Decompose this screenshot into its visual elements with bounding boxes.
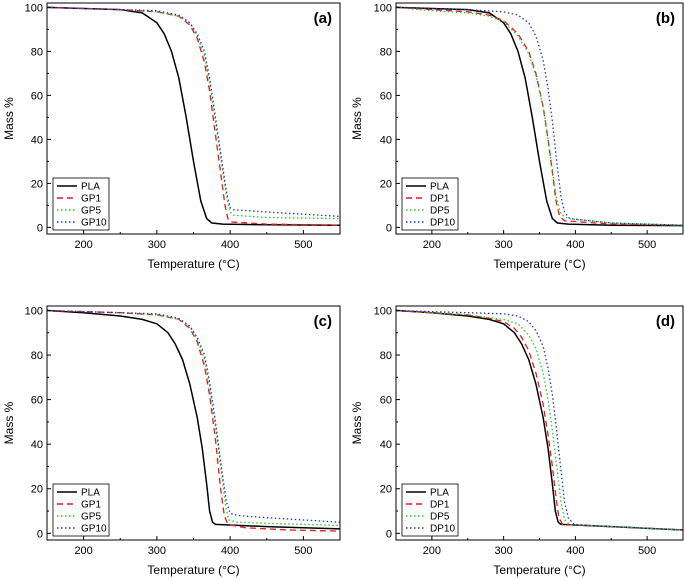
y-axis-title: Mass % [2, 401, 16, 444]
legend-entry-gp5: GP5 [81, 206, 101, 217]
x-tick-label: 500 [638, 545, 656, 557]
y-tick-label: 60 [31, 395, 43, 407]
x-tick-label: 300 [148, 545, 166, 557]
y-axis-title: Mass % [350, 401, 364, 444]
y-tick-label: 100 [374, 2, 392, 14]
legend-entry-gp5: GP5 [81, 512, 101, 523]
y-tick-label: 40 [31, 134, 43, 146]
legend-entry-gp10: GP10 [81, 524, 107, 535]
y-tick-label: 60 [380, 90, 392, 102]
series-line-gp10 [47, 309, 340, 523]
panel-a: 200 300 400 500 0 20 40 60 80 100 Temperature (°C)… [2, 2, 341, 271]
x-axis-title: Temperature (°C) [147, 563, 239, 577]
panel-b: 200 300 400 500 0 20 40 60 80 100 Temperature (°C)… [350, 2, 684, 271]
series-line-pla [47, 6, 340, 226]
x-tick-label: 200 [423, 545, 441, 557]
y-tick-label: 80 [31, 350, 43, 362]
y-tick-label: 0 [386, 528, 392, 540]
series-line-dp5 [396, 309, 683, 531]
legend-entry-pla: PLA [430, 182, 449, 193]
legend-entry-gp1: GP1 [81, 500, 101, 511]
series-line-pla [396, 309, 683, 531]
x-tick-label: 500 [294, 545, 312, 557]
x-tick-label: 300 [494, 239, 512, 251]
panel-d: 200 300 400 500 0 20 40 60 80 100 Temperature (°C)… [350, 305, 684, 577]
y-tick-label: 20 [380, 484, 392, 496]
y-tick-label: 100 [25, 2, 43, 14]
x-axis-title: Temperature (°C) [493, 257, 585, 271]
y-tick-label: 80 [31, 46, 43, 58]
y-tick-label: 80 [380, 350, 392, 362]
series-line-dp1 [396, 309, 683, 531]
x-tick-label: 500 [638, 239, 656, 251]
y-tick-label: 20 [380, 178, 392, 190]
y-tick-label: 20 [31, 484, 43, 496]
legend-entry-gp10: GP10 [81, 218, 107, 229]
legend-entry-pla: PLA [430, 488, 449, 499]
legend-entry-gp1: GP1 [81, 194, 101, 205]
panel-label: (a) [314, 10, 332, 27]
legend-entry-dp1: DP1 [430, 194, 450, 205]
x-tick-label: 400 [221, 545, 239, 557]
y-tick-label: 100 [374, 305, 392, 317]
y-tick-label: 0 [37, 222, 43, 234]
series-line-gp1 [47, 6, 340, 226]
x-tick-label: 200 [423, 239, 441, 251]
x-tick-label: 300 [148, 239, 166, 251]
x-axis-title: Temperature (°C) [147, 257, 239, 271]
x-tick-label: 200 [74, 545, 92, 557]
y-tick-label: 0 [386, 222, 392, 234]
y-tick-label: 40 [380, 134, 392, 146]
x-tick-label: 400 [566, 545, 584, 557]
panel-label: (c) [314, 313, 332, 330]
series-line-gp5 [47, 309, 340, 527]
y-tick-label: 20 [31, 178, 43, 190]
x-tick-label: 400 [566, 239, 584, 251]
y-tick-label: 60 [380, 395, 392, 407]
legend-entry-dp1: DP1 [430, 500, 450, 511]
series-line-gp1 [47, 309, 340, 532]
series-line-dp5 [396, 6, 683, 226]
y-tick-label: 0 [37, 528, 43, 540]
y-axis-title: Mass % [2, 97, 16, 140]
y-tick-label: 100 [25, 305, 43, 317]
legend-entry-dp5: DP5 [430, 512, 450, 523]
y-tick-label: 40 [31, 439, 43, 451]
legend-entry-pla: PLA [81, 182, 100, 193]
y-axis-title: Mass % [350, 97, 364, 140]
legend-entry-pla: PLA [81, 488, 100, 499]
legend-entry-dp10: DP10 [430, 524, 455, 535]
legend-entry-dp5: DP5 [430, 206, 450, 217]
x-axis-title: Temperature (°C) [493, 563, 585, 577]
y-tick-label: 60 [31, 90, 43, 102]
series-line-dp1 [396, 6, 683, 226]
y-tick-label: 80 [380, 46, 392, 58]
x-tick-label: 200 [74, 239, 92, 251]
x-tick-label: 400 [221, 239, 239, 251]
series-line-pla [396, 6, 683, 227]
legend-entry-dp10: DP10 [430, 218, 455, 229]
y-tick-label: 40 [380, 439, 392, 451]
panel-label: (d) [656, 313, 675, 330]
x-tick-label: 300 [494, 545, 512, 557]
panel-c: 200 300 400 500 0 20 40 60 80 100 Temperature (°C)… [2, 305, 341, 577]
series-line-pla [47, 309, 340, 530]
panel-label: (b) [656, 10, 675, 27]
x-tick-label: 500 [294, 239, 312, 251]
